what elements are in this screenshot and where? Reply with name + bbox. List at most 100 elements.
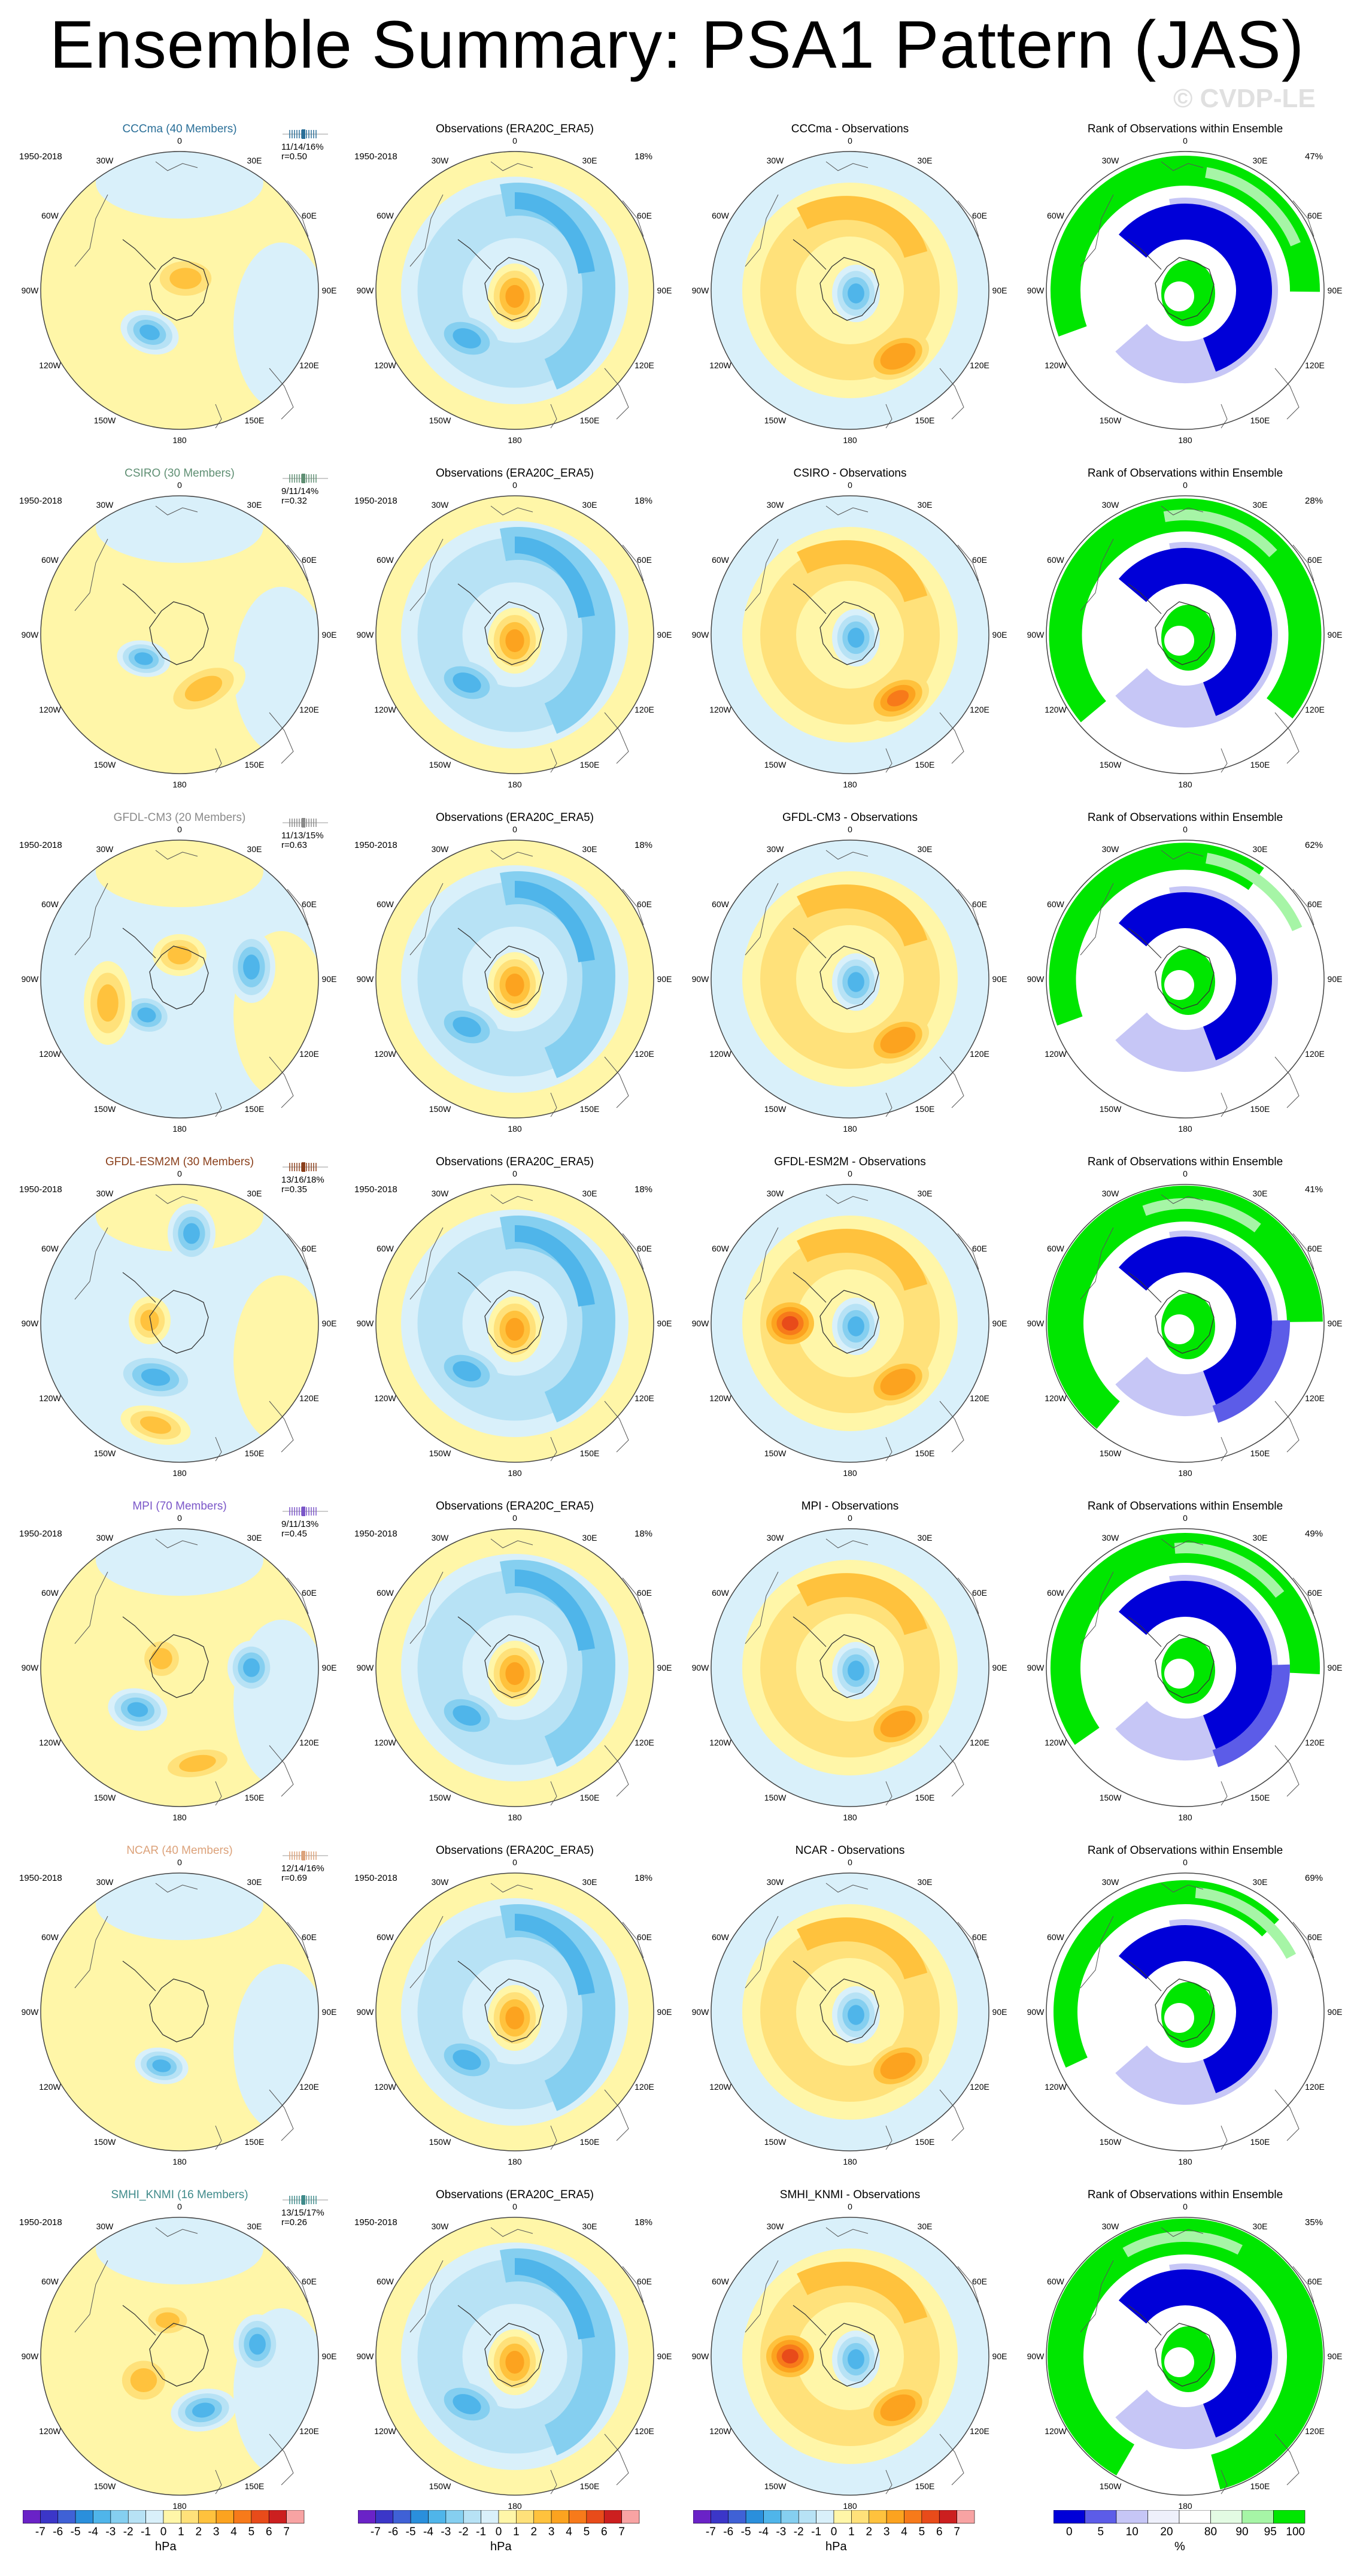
lon-label: 60W bbox=[377, 899, 394, 909]
lon-label: 90W bbox=[356, 630, 374, 640]
lon-label: 120W bbox=[39, 1049, 61, 1059]
lon-label: 150E bbox=[915, 2481, 935, 2491]
lon-label: 150W bbox=[764, 2481, 787, 2491]
lon-label: 60E bbox=[972, 211, 987, 220]
panel-title: Observations (ERA20C_ERA5) bbox=[436, 123, 594, 135]
lon-label: 60E bbox=[972, 1588, 987, 1598]
lon-label: 150W bbox=[93, 2136, 116, 2147]
polar-map bbox=[1046, 1528, 1325, 1807]
lon-label: 90E bbox=[657, 1319, 672, 1328]
ensemble-stats: 9/11/13% bbox=[281, 1519, 319, 1529]
lon-label: 30W bbox=[766, 2222, 784, 2232]
lon-label: 180 bbox=[1178, 1124, 1192, 1134]
lon-label: 150E bbox=[244, 1104, 265, 1114]
lon-label: 60E bbox=[302, 899, 317, 909]
lon-label: 90E bbox=[321, 2007, 337, 2017]
lon-label: 150E bbox=[1250, 2136, 1270, 2147]
lon-label: 90E bbox=[321, 1663, 337, 1672]
panel-title: NCAR (40 Members) bbox=[126, 1844, 233, 1857]
rank-map-panel: Rank of Observations within Ensemble 41% 0… bbox=[1024, 1156, 1347, 1479]
lon-label: 90E bbox=[321, 974, 337, 984]
lon-label: 60W bbox=[41, 555, 59, 565]
ensemble-stats: 12/14/16% bbox=[281, 1863, 324, 1874]
lon-label: 150W bbox=[1099, 415, 1122, 425]
model-map-panel: SMHI_KNMI (16 Members) 1950-2018 13/15/17%… bbox=[18, 2189, 341, 2512]
colorbar-tick-label: 5 bbox=[1097, 2526, 1104, 2538]
lon-label: 0 bbox=[512, 2202, 517, 2211]
lon-label: 60W bbox=[377, 211, 394, 220]
rank-map-panel: Rank of Observations within Ensemble 28% 0… bbox=[1024, 467, 1347, 790]
lon-label: 90W bbox=[356, 974, 374, 984]
lon-label: 90W bbox=[21, 2007, 39, 2017]
lon-label: 180 bbox=[508, 1124, 522, 1134]
colorbar-tick-label: -1 bbox=[476, 2526, 487, 2538]
watermark: © CVDP-LE bbox=[1173, 84, 1316, 113]
lon-label: 0 bbox=[177, 1169, 182, 1178]
period-label: 1950-2018 bbox=[19, 840, 62, 850]
lon-label: 120W bbox=[39, 360, 61, 370]
panel-title: GFDL-ESM2M - Observations bbox=[774, 1156, 926, 1168]
explained-variance: 18% bbox=[635, 1529, 653, 1539]
lon-label: 180 bbox=[172, 1468, 187, 1478]
lon-label: 0 bbox=[1183, 1857, 1188, 1867]
lon-label: 90W bbox=[1027, 1663, 1045, 1672]
lon-label: 180 bbox=[1178, 1813, 1192, 1822]
rank-map-panel: Rank of Observations within Ensemble 35% 0… bbox=[1024, 2189, 1347, 2512]
lon-label: 150W bbox=[1099, 2136, 1122, 2147]
lon-label: 150E bbox=[244, 415, 265, 425]
panel-title: GFDL-CM3 (20 Members) bbox=[113, 811, 246, 824]
colorbar-tick-label: 4 bbox=[566, 2526, 572, 2538]
ensemble-stats: 11/13/15% bbox=[281, 831, 324, 841]
colorbar-tick-label: 1 bbox=[178, 2526, 184, 2538]
colorbar-tick-label: 5 bbox=[583, 2526, 590, 2538]
lon-label: 60E bbox=[1307, 1932, 1322, 1942]
lon-label: 30E bbox=[917, 1189, 933, 1199]
lon-label: 60W bbox=[712, 1932, 729, 1942]
lon-label: 180 bbox=[1178, 780, 1192, 789]
lon-label: 60E bbox=[972, 1244, 987, 1253]
lon-label: 90W bbox=[1027, 2007, 1045, 2017]
lon-label: 90W bbox=[691, 2007, 709, 2017]
panel-title: Rank of Observations within Ensemble bbox=[1087, 1156, 1283, 1168]
pattern-correlation: r=0.35 bbox=[281, 1184, 307, 1195]
colorbar-tick-label: 100 bbox=[1286, 2526, 1306, 2538]
colorbar-tick-label: -5 bbox=[405, 2526, 416, 2538]
lon-label: 150E bbox=[915, 1448, 935, 1458]
lon-label: 30W bbox=[1101, 1877, 1119, 1887]
lon-label: 150E bbox=[1250, 1448, 1270, 1458]
explained-variance: 18% bbox=[635, 1873, 653, 1883]
lon-label: 180 bbox=[508, 1468, 522, 1478]
panel-title: Rank of Observations within Ensemble bbox=[1087, 1500, 1283, 1513]
explained-variance: 18% bbox=[635, 496, 653, 506]
lon-label: 150W bbox=[93, 1448, 116, 1458]
lon-label: 30E bbox=[582, 844, 597, 854]
lon-label: 60E bbox=[637, 1932, 652, 1942]
lon-label: 60W bbox=[377, 1932, 394, 1942]
lon-label: 180 bbox=[1178, 2157, 1192, 2166]
lon-label: 150W bbox=[429, 1448, 451, 1458]
model-map-panel: CSIRO (30 Members) 1950-2018 9/11/14% r=0.3… bbox=[18, 467, 341, 790]
lon-label: 90W bbox=[691, 2351, 709, 2361]
lon-label: 150E bbox=[244, 1792, 265, 1802]
lon-label: 150W bbox=[1099, 759, 1122, 769]
lon-label: 60W bbox=[1047, 2277, 1064, 2286]
lon-label: 120E bbox=[1305, 2426, 1325, 2436]
lon-label: 180 bbox=[843, 1813, 857, 1822]
rank-percent: 41% bbox=[1305, 1184, 1323, 1195]
lon-label: 30W bbox=[1101, 1533, 1119, 1543]
lon-label: 90W bbox=[21, 974, 39, 984]
lon-label: 0 bbox=[1183, 136, 1188, 146]
lon-label: 150E bbox=[579, 1448, 600, 1458]
lon-label: 30W bbox=[431, 500, 449, 510]
colorbar-tick-label: 6 bbox=[265, 2526, 272, 2538]
lon-label: 60E bbox=[1307, 1588, 1322, 1598]
lon-label: 60W bbox=[41, 1588, 59, 1598]
lon-label: 120E bbox=[1305, 1049, 1325, 1059]
lon-label: 150W bbox=[93, 415, 116, 425]
lon-label: 0 bbox=[512, 1513, 517, 1523]
polar-map bbox=[375, 1528, 654, 1807]
lon-label: 90W bbox=[356, 1663, 374, 1672]
model-map-panel: GFDL-CM3 (20 Members) 1950-2018 11/13/15% r… bbox=[18, 811, 341, 1135]
lon-label: 90E bbox=[992, 1663, 1007, 1672]
lon-label: 60W bbox=[1047, 1588, 1064, 1598]
